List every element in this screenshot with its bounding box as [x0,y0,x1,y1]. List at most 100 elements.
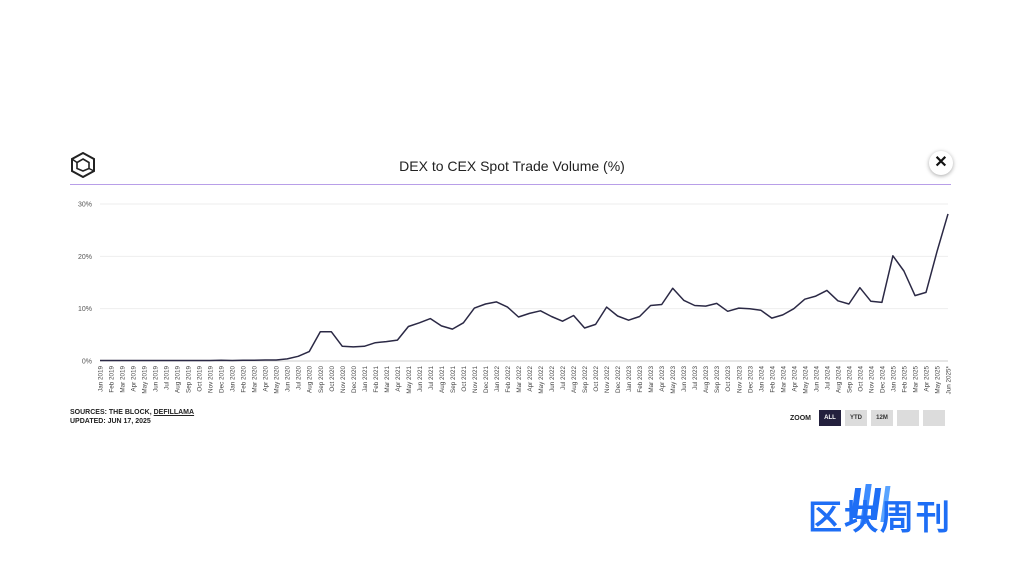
x-tick-label: Jun 2022 [549,366,556,392]
x-tick-label: Oct 2019 [197,366,204,392]
x-tick-label: Mar 2022 [516,366,523,393]
x-tick-label: Nov 2022 [604,366,611,393]
x-tick-label: May 2023 [670,366,677,394]
x-tick-label: Oct 2020 [329,366,336,392]
x-tick-label: Oct 2024 [857,366,864,392]
x-tick-label: May 2025 [934,366,941,394]
sources-link-defillama[interactable]: DEFILLAMA [153,409,195,416]
x-tick-label: Mar 2024 [780,366,787,393]
zoom-ytd-button[interactable]: YTD [845,410,867,426]
x-tick-label: Mar 2025 [912,366,919,393]
x-tick-label: Dec 2019 [219,366,226,393]
x-tick-label: Sep 2024 [846,366,853,393]
x-tick-label: Dec 2021 [483,366,490,393]
x-tick-labels: Jan 2019 Feb 2019 Mar 2019 Apr 2019 May 2019… [98,365,953,394]
x-tick-label: Jun 2021 [417,366,424,392]
gridlines [100,203,948,362]
x-tick-label: Jun 2025* [946,365,953,394]
x-tick-label: Nov 2024 [868,366,875,393]
x-tick-label: Oct 2021 [461,366,468,392]
x-tick-label: Feb 2025 [901,366,908,393]
x-tick-label: Jun 2020 [285,366,292,392]
x-tick-label: Sep 2022 [582,366,589,393]
zoom-controls: ZOOM ALL YTD 12M [790,410,945,426]
x-tick-label: Nov 2020 [340,366,347,393]
y-tick-label: 10% [78,306,92,313]
x-tick-label: Feb 2019 [109,366,116,393]
x-tick-label: Sep 2019 [186,366,193,393]
watermark-text: 区块周刊 [808,499,952,537]
series-line [100,213,949,362]
chart-title: DEX to CEX Spot Trade Volume (%) [399,158,625,174]
x-tick-label: Oct 2022 [593,366,600,392]
x-tick-label: Aug 2020 [307,366,314,393]
x-tick-label: Sep 2021 [450,366,457,393]
x-tick-label: Apr 2022 [527,366,534,392]
watermark-logo-icon [850,484,891,524]
x-tick-label: Jan 2019 [98,366,105,392]
y-tick-label: 20% [78,254,92,261]
x-tick-label: Jan 2024 [758,366,765,392]
zoom-button-4[interactable] [897,410,919,426]
x-tick-label: Apr 2020 [263,366,270,392]
x-tick-label: Feb 2021 [373,366,380,393]
dex-cex-ratio-line [100,213,949,362]
y-tick-label: 0% [82,359,92,366]
x-tick-label: Jul 2024 [824,366,831,390]
y-tick-labels: 0% 10% 20% 30% [78,202,92,366]
x-tick-label: Aug 2019 [175,366,182,393]
x-tick-label: Aug 2024 [835,366,842,393]
y-tick-label: 30% [78,202,92,209]
x-tick-label: Dec 2022 [615,366,622,393]
x-tick-label: Sep 2023 [714,366,721,393]
x-tick-label: Jul 2021 [428,366,435,390]
x-tick-label: Apr 2023 [659,366,666,392]
x-tick-label: May 2022 [538,366,545,394]
x-tick-label: Jan 2021 [362,366,369,392]
x-tick-label: Aug 2022 [571,366,578,393]
updated-date: UPDATED: JUN 17, 2025 [70,418,151,425]
x-tick-label: Apr 2024 [791,366,798,392]
x-tick-label: Feb 2020 [241,366,248,393]
zoom-all-button[interactable]: ALL [819,410,841,426]
zoom-button-5[interactable] [923,410,945,426]
x-tick-label: Nov 2023 [736,366,743,393]
x-tick-label: Mar 2019 [120,366,127,393]
x-tick-label: May 2020 [274,366,281,394]
sources-prefix: SOURCES: THE BLOCK, [70,409,154,416]
x-tick-label: Jul 2020 [296,366,303,390]
x-tick-label: Apr 2021 [395,366,402,392]
sources-note: SOURCES: THE BLOCK, DEFILLAMA UPDATED: J… [70,408,194,426]
zoom-12m-button[interactable]: 12M [871,410,893,426]
x-tick-label: Nov 2019 [208,366,215,393]
zoom-label: ZOOM [790,414,811,422]
x-tick-label: May 2024 [802,366,809,394]
x-tick-label: Jan 2025 [890,366,897,392]
x-tick-label: Jun 2019 [153,366,160,392]
x-tick-label: Oct 2023 [725,366,732,392]
x-tick-label: Dec 2020 [351,366,358,393]
close-button[interactable]: ✕ [929,151,953,175]
x-tick-label: Dec 2023 [747,366,754,393]
x-tick-label: Jun 2024 [813,366,820,392]
x-tick-label: Sep 2020 [318,366,325,393]
the-block-logo [71,152,95,178]
x-tick-label: Apr 2025 [923,366,930,392]
x-tick-label: Mar 2020 [252,366,259,393]
x-tick-label: Jun 2023 [681,366,688,392]
x-tick-label: Aug 2023 [703,366,710,393]
x-tick-label: Dec 2024 [879,366,886,393]
header-divider [70,184,951,185]
x-tick-label: May 2019 [142,366,149,394]
x-tick-label: Jul 2019 [164,366,171,390]
close-icon: ✕ [934,154,948,171]
x-tick-label: Feb 2024 [769,366,776,393]
x-tick-label: Mar 2023 [648,366,655,393]
x-tick-label: May 2021 [406,366,413,394]
x-tick-label: Feb 2023 [637,366,644,393]
x-tick-label: Jul 2023 [692,366,699,390]
x-tick-label: Aug 2021 [439,366,446,393]
x-tick-label: Nov 2021 [472,366,479,393]
x-tick-label: Jan 2022 [494,366,501,392]
